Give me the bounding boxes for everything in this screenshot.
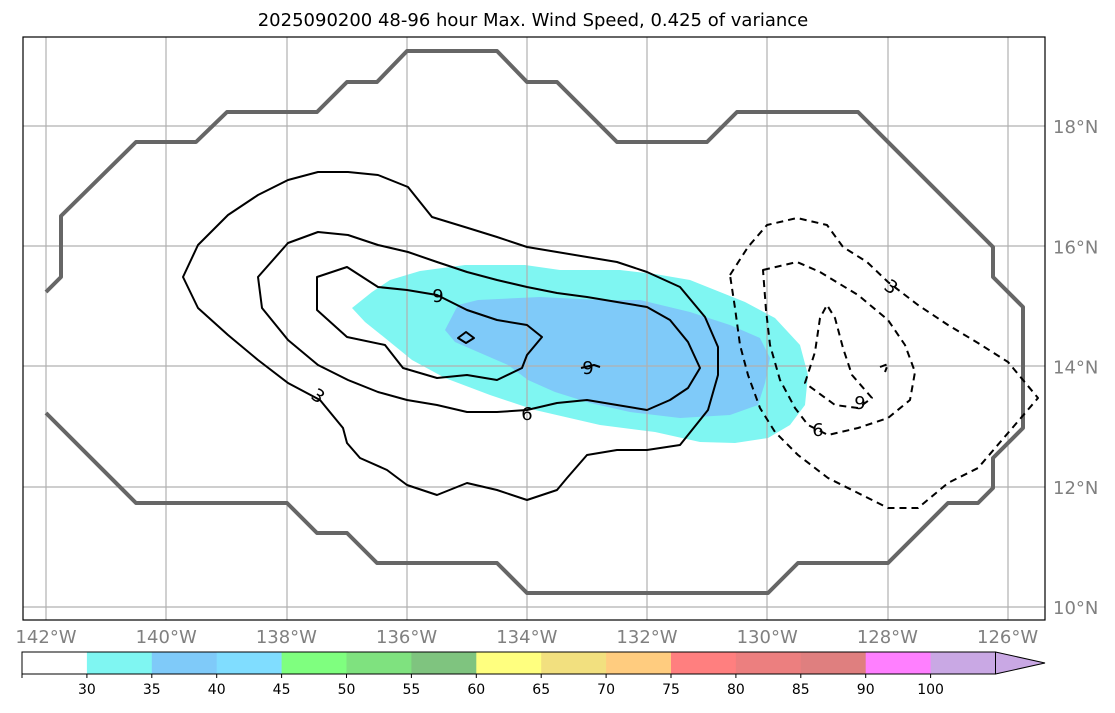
colorbar-outline bbox=[21, 651, 996, 675]
colorbar-tick-label: 60 bbox=[467, 682, 485, 698]
contour-dashed-6 bbox=[762, 261, 916, 436]
colorbar-tick-label: 90 bbox=[857, 682, 875, 698]
colorbar-tick-label: 50 bbox=[338, 682, 356, 698]
contour-solid-9-tiny bbox=[580, 364, 601, 369]
contour-label-solid-6: 6 bbox=[521, 404, 532, 425]
y-tick-label: 16°N bbox=[1053, 237, 1098, 258]
contour-solid-9-small bbox=[457, 331, 475, 344]
y-tick-label: 10°N bbox=[1053, 598, 1098, 619]
x-tick-label: 126°W bbox=[977, 627, 1038, 648]
colorbar-segment bbox=[865, 652, 932, 674]
contour-label-dashed-3: 3 bbox=[880, 276, 901, 300]
contour-label-dashed-6: 6 bbox=[812, 420, 823, 441]
colorbar-tick-label: 40 bbox=[208, 682, 226, 698]
colorbar-segment bbox=[281, 652, 347, 674]
colorbar-segment bbox=[541, 652, 607, 674]
chart-title: 2025090200 48-96 hour Max. Wind Speed, 0… bbox=[258, 10, 809, 31]
colorbar-extend-arrow bbox=[995, 651, 1046, 675]
colorbar-tick-label: 30 bbox=[78, 682, 96, 698]
x-tick-label: 140°W bbox=[136, 627, 197, 648]
x-tick-label: 138°W bbox=[256, 627, 317, 648]
contour-label-dashed-9: 9 bbox=[854, 393, 865, 414]
contour-label-solid-9: 9 bbox=[432, 286, 443, 307]
colorbar-tick-label: 75 bbox=[662, 682, 680, 698]
x-tick-label: 132°W bbox=[616, 627, 677, 648]
colorbar-segment bbox=[216, 652, 283, 674]
y-tick-label: 12°N bbox=[1053, 478, 1098, 499]
contour-dashed-9-small bbox=[879, 363, 889, 373]
colorbar-segment bbox=[476, 652, 542, 674]
colorbar-tick-label: 85 bbox=[792, 682, 810, 698]
colorbar-segment bbox=[346, 652, 412, 674]
colorbar-segment bbox=[411, 652, 477, 674]
colorbar-tick-label: 45 bbox=[273, 682, 291, 698]
colorbar-segment bbox=[671, 652, 737, 674]
colorbar-tick-label: 55 bbox=[402, 682, 420, 698]
colorbar-tick-label: 35 bbox=[143, 682, 161, 698]
colorbar-segment bbox=[151, 652, 218, 674]
contour-solid-9 bbox=[316, 266, 543, 381]
colorbar-tick-label: 70 bbox=[597, 682, 615, 698]
colorbar-tick-label: 65 bbox=[532, 682, 550, 698]
y-tick-label: 18°N bbox=[1053, 117, 1098, 138]
map-area: 3 6 9 9 3 6 9 bbox=[22, 36, 1046, 621]
x-tick-label: 134°W bbox=[496, 627, 557, 648]
plot-frame bbox=[22, 36, 1046, 621]
x-tick-label: 136°W bbox=[376, 627, 437, 648]
x-tick-label: 128°W bbox=[857, 627, 918, 648]
contour-solid-6 bbox=[257, 231, 701, 413]
colorbar-segment bbox=[606, 652, 672, 674]
contour-label-solid-3: 3 bbox=[307, 385, 328, 409]
colorbar-segment bbox=[930, 652, 996, 674]
region-boundary bbox=[44, 49, 1025, 595]
colorbar-segment bbox=[22, 652, 88, 674]
contour-label-solid-9b: 9 bbox=[582, 358, 593, 379]
colorbar: 30 35 40 45 50 55 60 65 70 75 80 85 90 100 bbox=[21, 651, 1046, 698]
colorbar-tick-label: 100 bbox=[917, 682, 944, 698]
dashed-contours bbox=[729, 217, 1039, 509]
y-tick-labels: 10°N 12°N 14°N 16°N 18°N bbox=[1053, 117, 1098, 619]
colorbar-tick-label: 80 bbox=[727, 682, 745, 698]
contour-solid-3 bbox=[182, 171, 719, 501]
x-tick-label: 142°W bbox=[15, 627, 76, 648]
x-tick-labels: 142°W 140°W 138°W 136°W 134°W 132°W 130°W 128°W… bbox=[15, 627, 1038, 648]
colorbar-segment bbox=[86, 652, 153, 674]
contour-dashed-3 bbox=[729, 217, 1039, 509]
solid-contours bbox=[182, 171, 719, 501]
x-tick-label: 130°W bbox=[737, 627, 798, 648]
colorbar-segment bbox=[735, 652, 802, 674]
colorbar-segment bbox=[800, 652, 867, 674]
y-tick-label: 14°N bbox=[1053, 358, 1098, 379]
